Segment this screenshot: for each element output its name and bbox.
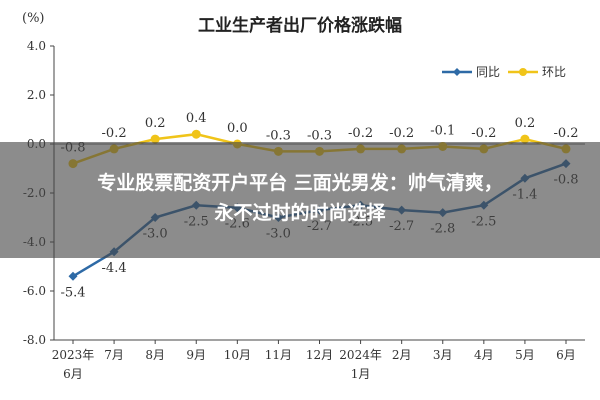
x-tick-label: 11月 (265, 348, 292, 362)
caption-title: 专业股票配资开户平台 三面光男发：帅气清爽， 永不过时的时尚选择 (0, 168, 600, 228)
data-label: -0.2 (102, 126, 127, 141)
data-label: 0.4 (186, 111, 207, 126)
data-label: 0.2 (145, 116, 166, 131)
y-tick-label: 2.0 (27, 88, 46, 102)
x-tick-label: 6月 (556, 348, 576, 362)
chart-title: 工业生产者出厂价格涨跌幅 (198, 15, 402, 36)
y-tick-label: -6.0 (23, 284, 46, 298)
y-axis-unit: (%) (22, 11, 45, 26)
y-tick-label: -8.0 (23, 333, 46, 347)
x-tick-label: 9月 (186, 348, 206, 362)
data-point (150, 134, 160, 144)
caption-banner (0, 142, 600, 258)
x-tick-label: 1月 (351, 367, 371, 381)
data-label: -0.2 (348, 126, 373, 141)
x-tick-label: 2023年 (52, 348, 95, 362)
data-label: -0.2 (471, 126, 496, 141)
y-tick-label: 4.0 (27, 39, 46, 53)
x-tick-label: 2月 (392, 348, 412, 362)
legend-label: 同比 (476, 65, 500, 79)
x-tick-label: 6月 (63, 367, 83, 381)
data-point (68, 271, 78, 281)
data-label: -5.4 (60, 285, 85, 300)
legend-label: 环比 (542, 65, 566, 79)
x-tick-label: 8月 (145, 348, 165, 362)
data-label: -0.2 (553, 126, 578, 141)
caption-line-2: 永不过时的时尚选择 (214, 202, 386, 224)
data-label: -0.2 (389, 126, 414, 141)
data-point (520, 134, 530, 144)
data-label: -0.3 (266, 128, 291, 143)
x-tick-label: 4月 (474, 348, 494, 362)
data-label: 0.2 (515, 116, 536, 131)
data-label: -4.4 (102, 261, 127, 276)
x-tick-label: 10月 (224, 348, 251, 362)
x-tick-label: 5月 (515, 348, 535, 362)
x-tick-label: 3月 (433, 348, 453, 362)
data-label: -0.1 (430, 123, 455, 138)
legend-swatch-marker (453, 68, 461, 76)
x-tick-label: 2024年 (339, 348, 382, 362)
caption-line-1: 专业股票配资开户平台 三面光男发：帅气清爽， (97, 172, 503, 194)
data-label: -0.3 (307, 128, 332, 143)
x-tick-label: 7月 (104, 348, 124, 362)
legend-swatch-marker (519, 68, 527, 76)
data-label: 0.0 (227, 121, 248, 136)
data-point (191, 129, 201, 139)
x-tick-label: 12月 (306, 348, 333, 362)
